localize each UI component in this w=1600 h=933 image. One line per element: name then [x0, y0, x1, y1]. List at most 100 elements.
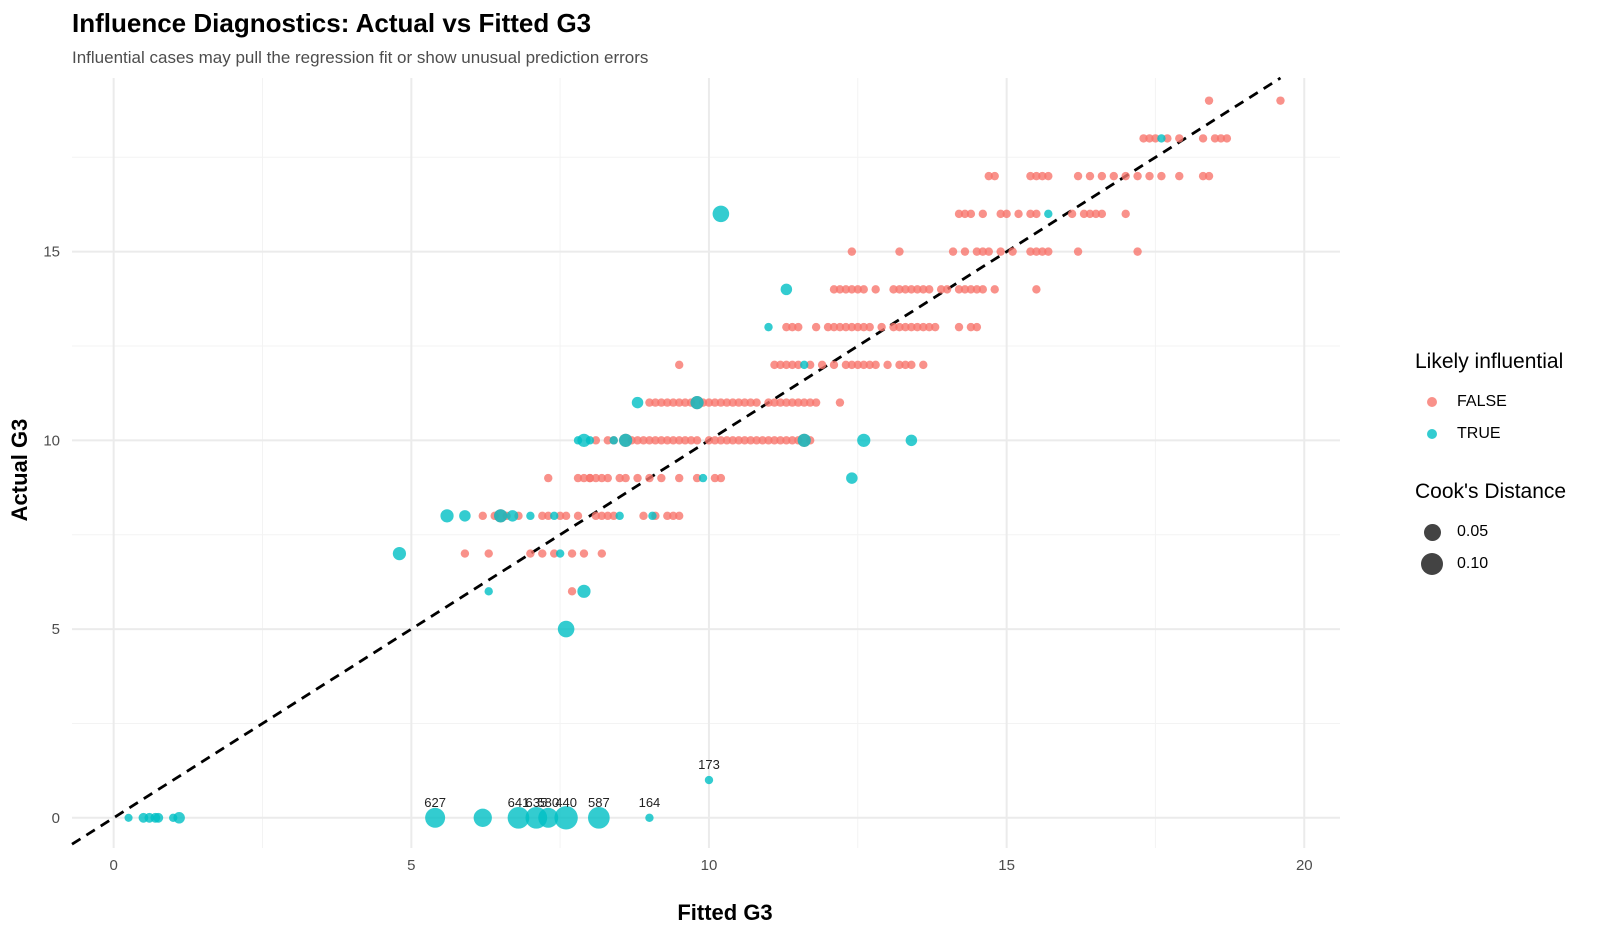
point-false — [800, 398, 809, 407]
point-false — [1210, 134, 1220, 143]
legend-item-true: TRUE — [1415, 418, 1595, 450]
point-true — [554, 806, 578, 830]
point-false — [817, 360, 827, 370]
point-false — [645, 473, 654, 483]
point-false — [853, 322, 863, 332]
point-false — [1044, 171, 1053, 181]
point-false — [1121, 209, 1130, 219]
point-false — [895, 247, 904, 256]
point-false — [788, 360, 797, 370]
point-false — [752, 436, 761, 445]
point-false — [716, 398, 726, 407]
point-false — [758, 436, 767, 445]
point-false — [710, 398, 720, 407]
point-label: 440 — [555, 795, 577, 810]
point-false — [889, 285, 898, 294]
point-true — [619, 433, 633, 447]
point-false — [794, 322, 803, 332]
legend-size-dot-small — [1423, 523, 1441, 541]
point-false — [1032, 171, 1041, 181]
point-false — [960, 285, 970, 294]
point-false — [692, 436, 702, 445]
point-true — [507, 806, 530, 829]
point-false — [805, 398, 815, 407]
point-false — [841, 322, 851, 332]
point-true — [473, 808, 492, 827]
chart-title: Influence Diagnostics: Actual vs Fitted … — [72, 8, 592, 38]
point-false — [675, 398, 684, 407]
point-false — [770, 398, 779, 407]
legend-dot-false — [1427, 397, 1437, 407]
point-false — [919, 285, 928, 294]
point-false — [895, 322, 904, 332]
point-false — [680, 436, 690, 445]
point-false — [835, 398, 845, 407]
point-true — [846, 472, 858, 484]
legend-label-true: TRUE — [1457, 425, 1501, 442]
point-false — [603, 436, 612, 445]
point-false — [811, 322, 821, 332]
point-false — [597, 511, 607, 521]
point-true — [459, 510, 471, 522]
legend-label-size-small: 0.05 — [1457, 523, 1489, 540]
point-false — [567, 587, 577, 596]
point-false — [811, 398, 821, 407]
point-false — [675, 511, 684, 521]
point-false — [1222, 134, 1232, 143]
point-false — [841, 360, 851, 370]
point-false — [954, 322, 964, 332]
point-false — [895, 360, 904, 370]
point-label: 627 — [424, 795, 446, 810]
point-false — [877, 322, 886, 332]
point-false — [657, 436, 666, 445]
point-false — [901, 360, 910, 370]
reference-line-group — [71, 76, 1282, 846]
point-true — [764, 322, 773, 332]
point-false — [669, 436, 678, 445]
point-false — [591, 436, 601, 445]
point-false — [621, 473, 630, 483]
point-true — [648, 511, 657, 521]
point-true — [797, 433, 811, 447]
point-false — [1032, 209, 1041, 219]
axis-ticks: 0 5 10 15 20 0 5 10 15 — [43, 244, 1312, 874]
point-false — [722, 398, 732, 407]
point-false — [609, 511, 618, 521]
point-true — [1157, 134, 1166, 143]
point-false — [984, 171, 993, 181]
point-false — [1175, 134, 1184, 143]
point-false — [1091, 209, 1101, 219]
point-false — [788, 322, 797, 332]
legend-item-size-small: 0.05 — [1415, 516, 1595, 548]
point-true — [173, 812, 185, 824]
point-false — [597, 549, 607, 558]
point-false — [996, 247, 1005, 256]
y-tick-label: 15 — [43, 244, 60, 261]
point-true — [585, 436, 595, 445]
point-true — [631, 396, 644, 409]
point-false — [746, 436, 755, 445]
x-tick-label: 5 — [407, 857, 415, 874]
point-false — [728, 436, 737, 445]
point-false — [1038, 171, 1047, 181]
point-false — [978, 285, 988, 294]
point-false — [1026, 171, 1035, 181]
point-false — [710, 436, 720, 445]
point-false — [847, 322, 857, 332]
point-true — [615, 511, 624, 521]
point-false — [740, 436, 749, 445]
y-tick-label: 0 — [52, 810, 60, 827]
point-false — [835, 322, 845, 332]
point-false — [990, 285, 999, 294]
y-tick-label: 5 — [52, 621, 60, 638]
point-false — [567, 549, 577, 558]
point-false — [770, 436, 779, 445]
point-false — [1121, 171, 1130, 181]
point-false — [788, 398, 797, 407]
point-false — [526, 549, 535, 558]
point-false — [764, 398, 773, 407]
point-false — [639, 511, 648, 521]
point-false — [573, 511, 583, 521]
point-false — [942, 285, 952, 294]
point-false — [901, 285, 910, 294]
